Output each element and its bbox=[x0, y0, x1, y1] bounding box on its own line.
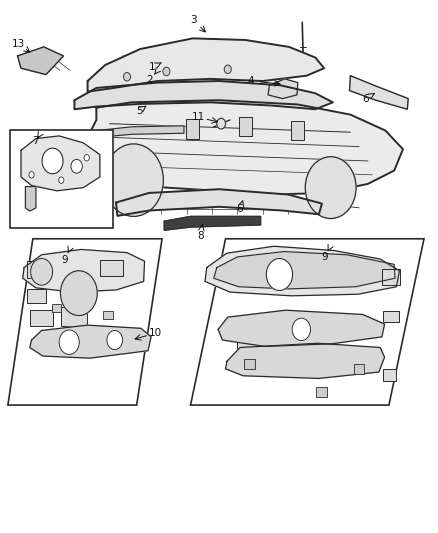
Bar bbox=[316, 387, 327, 397]
Circle shape bbox=[224, 65, 231, 74]
Text: 9: 9 bbox=[321, 252, 328, 262]
Circle shape bbox=[163, 67, 170, 76]
Bar bbox=[30, 310, 53, 326]
Circle shape bbox=[124, 72, 131, 81]
Polygon shape bbox=[21, 136, 100, 191]
Circle shape bbox=[60, 271, 97, 316]
Polygon shape bbox=[25, 187, 36, 211]
Bar bbox=[383, 369, 396, 381]
Bar bbox=[103, 311, 113, 319]
Polygon shape bbox=[74, 81, 333, 109]
Circle shape bbox=[84, 155, 89, 161]
Polygon shape bbox=[268, 79, 298, 99]
Text: 6: 6 bbox=[362, 94, 369, 103]
Bar bbox=[186, 119, 199, 139]
Polygon shape bbox=[350, 76, 408, 109]
Circle shape bbox=[59, 177, 64, 183]
Circle shape bbox=[29, 172, 34, 178]
Polygon shape bbox=[8, 239, 162, 405]
Circle shape bbox=[305, 157, 356, 219]
Bar bbox=[291, 121, 304, 140]
Bar bbox=[383, 311, 399, 322]
Text: 7: 7 bbox=[32, 136, 39, 146]
Circle shape bbox=[217, 118, 226, 129]
Polygon shape bbox=[191, 239, 424, 405]
Circle shape bbox=[59, 330, 79, 354]
Bar bbox=[244, 359, 255, 369]
Bar bbox=[100, 260, 123, 276]
Circle shape bbox=[42, 148, 63, 174]
Polygon shape bbox=[30, 325, 151, 358]
Polygon shape bbox=[205, 246, 399, 296]
Circle shape bbox=[266, 259, 293, 290]
Circle shape bbox=[104, 144, 163, 216]
Text: 9: 9 bbox=[61, 255, 68, 265]
Text: 10: 10 bbox=[149, 328, 162, 338]
Polygon shape bbox=[116, 189, 322, 216]
Circle shape bbox=[31, 259, 53, 285]
Polygon shape bbox=[96, 126, 184, 138]
Polygon shape bbox=[88, 38, 324, 92]
Circle shape bbox=[292, 318, 311, 341]
Bar bbox=[239, 117, 252, 136]
Text: 13: 13 bbox=[12, 39, 25, 49]
Polygon shape bbox=[218, 310, 385, 346]
Bar bbox=[382, 269, 400, 285]
Text: 11: 11 bbox=[191, 112, 205, 122]
Bar bbox=[27, 289, 46, 303]
Bar bbox=[237, 325, 260, 348]
Text: 1: 1 bbox=[149, 62, 156, 72]
Text: 8: 8 bbox=[197, 231, 204, 240]
Bar bbox=[10, 130, 113, 228]
Bar bbox=[52, 304, 61, 312]
Circle shape bbox=[71, 159, 82, 173]
Text: 6: 6 bbox=[237, 204, 244, 214]
Text: 4: 4 bbox=[247, 76, 254, 86]
Text: 2: 2 bbox=[146, 75, 153, 85]
Text: 3: 3 bbox=[190, 15, 197, 25]
Circle shape bbox=[107, 330, 123, 350]
Polygon shape bbox=[79, 100, 403, 195]
Bar bbox=[27, 261, 48, 278]
Text: 5: 5 bbox=[136, 106, 143, 116]
Polygon shape bbox=[18, 47, 64, 75]
Bar bbox=[61, 307, 87, 326]
Bar bbox=[354, 364, 364, 374]
Polygon shape bbox=[226, 343, 385, 378]
Polygon shape bbox=[214, 252, 395, 289]
Polygon shape bbox=[23, 249, 145, 292]
Polygon shape bbox=[164, 216, 261, 230]
